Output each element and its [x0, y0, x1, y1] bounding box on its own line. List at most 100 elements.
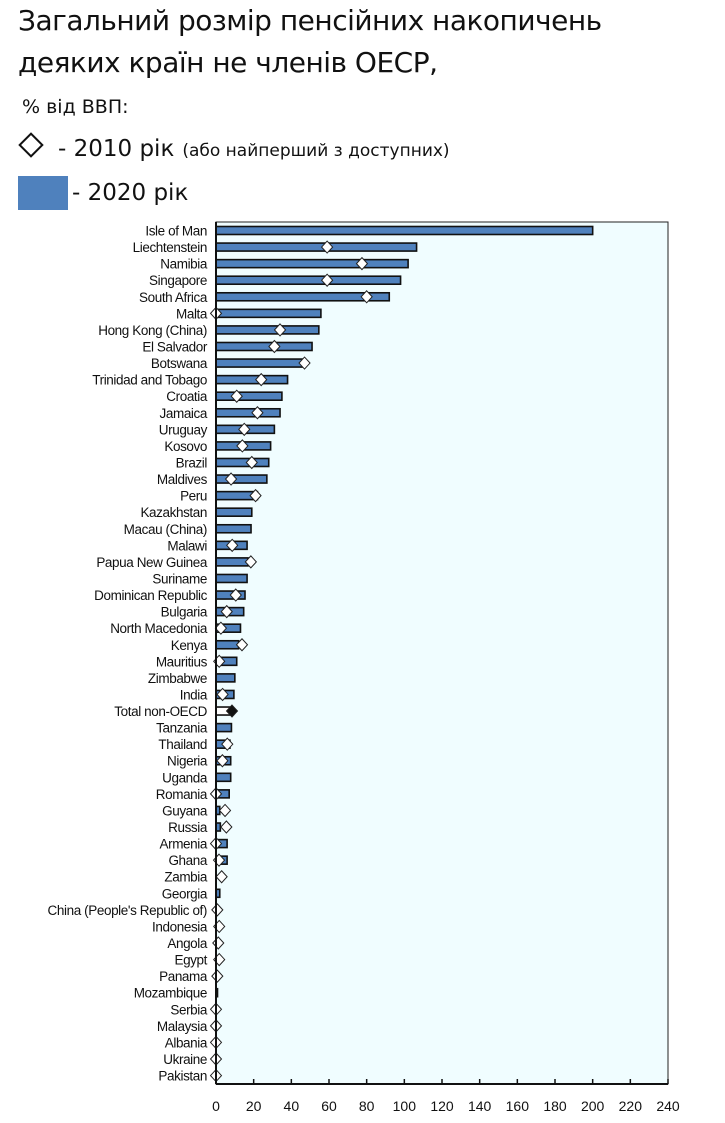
- x-tick-label: 20: [246, 1098, 262, 1114]
- legend-label-2020: - 2020 рік: [72, 180, 189, 206]
- category-label: Maldives: [157, 472, 208, 487]
- category-label: Serbia: [170, 1002, 208, 1017]
- diamond-2010: [244, 555, 258, 569]
- diamond-2010: [216, 754, 229, 768]
- diamond-2010: [236, 439, 249, 453]
- category-label: Indonesia: [152, 919, 208, 934]
- diamond-2010: [245, 455, 258, 470]
- chart-title-line2: деяких країн не членів ОЕСР,: [18, 46, 438, 79]
- bar-2020: [215, 557, 249, 567]
- x-tick-label: 80: [359, 1098, 375, 1114]
- category-label: Ukraine: [163, 1052, 207, 1067]
- diamond-2010: [214, 621, 228, 635]
- legend-item-2010: - 2010 рік (або найперший з доступних): [18, 132, 450, 162]
- bar-2020: [215, 722, 233, 733]
- category-label: Pakistan: [158, 1069, 207, 1084]
- category-label: Hong Kong (China): [98, 323, 207, 338]
- diamond-2010: [215, 869, 228, 884]
- diamond-2010: [360, 290, 373, 304]
- bar-2020: [215, 523, 252, 534]
- category-label: North Macedonia: [110, 621, 208, 636]
- category-label: Croatia: [166, 389, 208, 404]
- legend-label-2010: - 2010 рік: [58, 136, 175, 162]
- category-label: Nigeria: [167, 754, 208, 769]
- chart-title-line1: Загальний розмір пенсійних накопичень: [18, 4, 602, 37]
- bar-2020: [215, 225, 594, 236]
- category-label: Kenya: [171, 638, 208, 653]
- category-label: Peru: [180, 489, 207, 504]
- category-label: Albania: [165, 1035, 208, 1050]
- category-label: Suriname: [152, 571, 207, 586]
- category-label: Zimbabwe: [148, 671, 207, 686]
- x-tick-label: 200: [581, 1098, 605, 1114]
- category-label: Zambia: [164, 870, 208, 885]
- bar-2020: [215, 358, 305, 368]
- category-label: Malawi: [167, 538, 207, 553]
- category-label: China (People's Republic of): [48, 903, 207, 918]
- diamond-2010: [320, 273, 334, 287]
- category-label: Panama: [159, 969, 208, 984]
- bar-2020: [215, 374, 289, 385]
- category-label: El Salvador: [142, 339, 208, 354]
- diamond-2010: [211, 969, 224, 983]
- category-label: Egypt: [174, 953, 207, 968]
- category-label: Uruguay: [159, 422, 208, 437]
- category-label: Thailand: [158, 737, 207, 752]
- diamond-2010: [211, 903, 224, 917]
- category-label: Jamaica: [160, 406, 208, 421]
- category-label: Malta: [176, 306, 208, 321]
- x-tick-label: 100: [393, 1098, 417, 1114]
- diamond-2010: [238, 422, 251, 437]
- bar-2020: [215, 474, 268, 484]
- x-tick-label: 60: [321, 1098, 337, 1114]
- category-label: Uganda: [162, 770, 208, 785]
- x-tick-label: 40: [284, 1098, 300, 1114]
- plot-area: [215, 221, 669, 1085]
- category-label: Botswana: [151, 356, 208, 371]
- diamond-2010: [355, 256, 369, 271]
- chart-subtitle: % від ВВП:: [22, 96, 129, 118]
- diamond-2010: [268, 339, 281, 354]
- bar-2020: [215, 507, 253, 517]
- diamond-2010: [224, 472, 238, 486]
- legend-note-2010: (або найперший з доступних): [182, 141, 450, 161]
- diamond-2010: [216, 687, 229, 702]
- bar-2020: [215, 772, 232, 783]
- x-tick-label: 0: [212, 1098, 220, 1114]
- x-tick-label: 140: [468, 1098, 492, 1114]
- diamond-2010: [226, 538, 239, 553]
- category-label: Ghana: [168, 853, 207, 868]
- category-label: Bulgaria: [161, 605, 208, 620]
- category-label: Guyana: [162, 803, 208, 818]
- diamond-2010: [249, 488, 262, 503]
- diamond-2010: [251, 406, 264, 420]
- category-label: Tanzania: [156, 721, 208, 736]
- diamond-2010: [229, 588, 242, 602]
- diamond-2010: [320, 240, 334, 254]
- bar-2020: [215, 341, 313, 352]
- category-label: Mauritius: [156, 654, 208, 669]
- category-label: Isle of Man: [145, 224, 207, 239]
- diamond-2010: [225, 704, 239, 718]
- category-label: Angola: [167, 936, 208, 951]
- bar-2020: [215, 308, 322, 319]
- category-label: Malaysia: [157, 1019, 208, 1034]
- category-label: Russia: [168, 820, 208, 835]
- bar-2020: [215, 457, 270, 468]
- category-label: Brazil: [176, 455, 208, 470]
- diamond-2010: [235, 638, 249, 652]
- bar-2020: [215, 258, 409, 269]
- category-label: Total non-OECD: [114, 704, 207, 719]
- bar-2020: [215, 573, 248, 584]
- diamond-2010: [230, 389, 243, 403]
- legend-item-2020: - 2020 рік: [18, 176, 188, 210]
- diamond-2010: [255, 372, 268, 387]
- category-label: Liechtenstein: [133, 240, 207, 255]
- bar-swatch-icon: [18, 176, 68, 210]
- category-label: Macau (China): [124, 522, 207, 537]
- bar-2020: [215, 242, 418, 252]
- category-label: India: [180, 687, 208, 702]
- category-label: Kosovo: [164, 439, 207, 454]
- category-label: South Africa: [139, 290, 208, 305]
